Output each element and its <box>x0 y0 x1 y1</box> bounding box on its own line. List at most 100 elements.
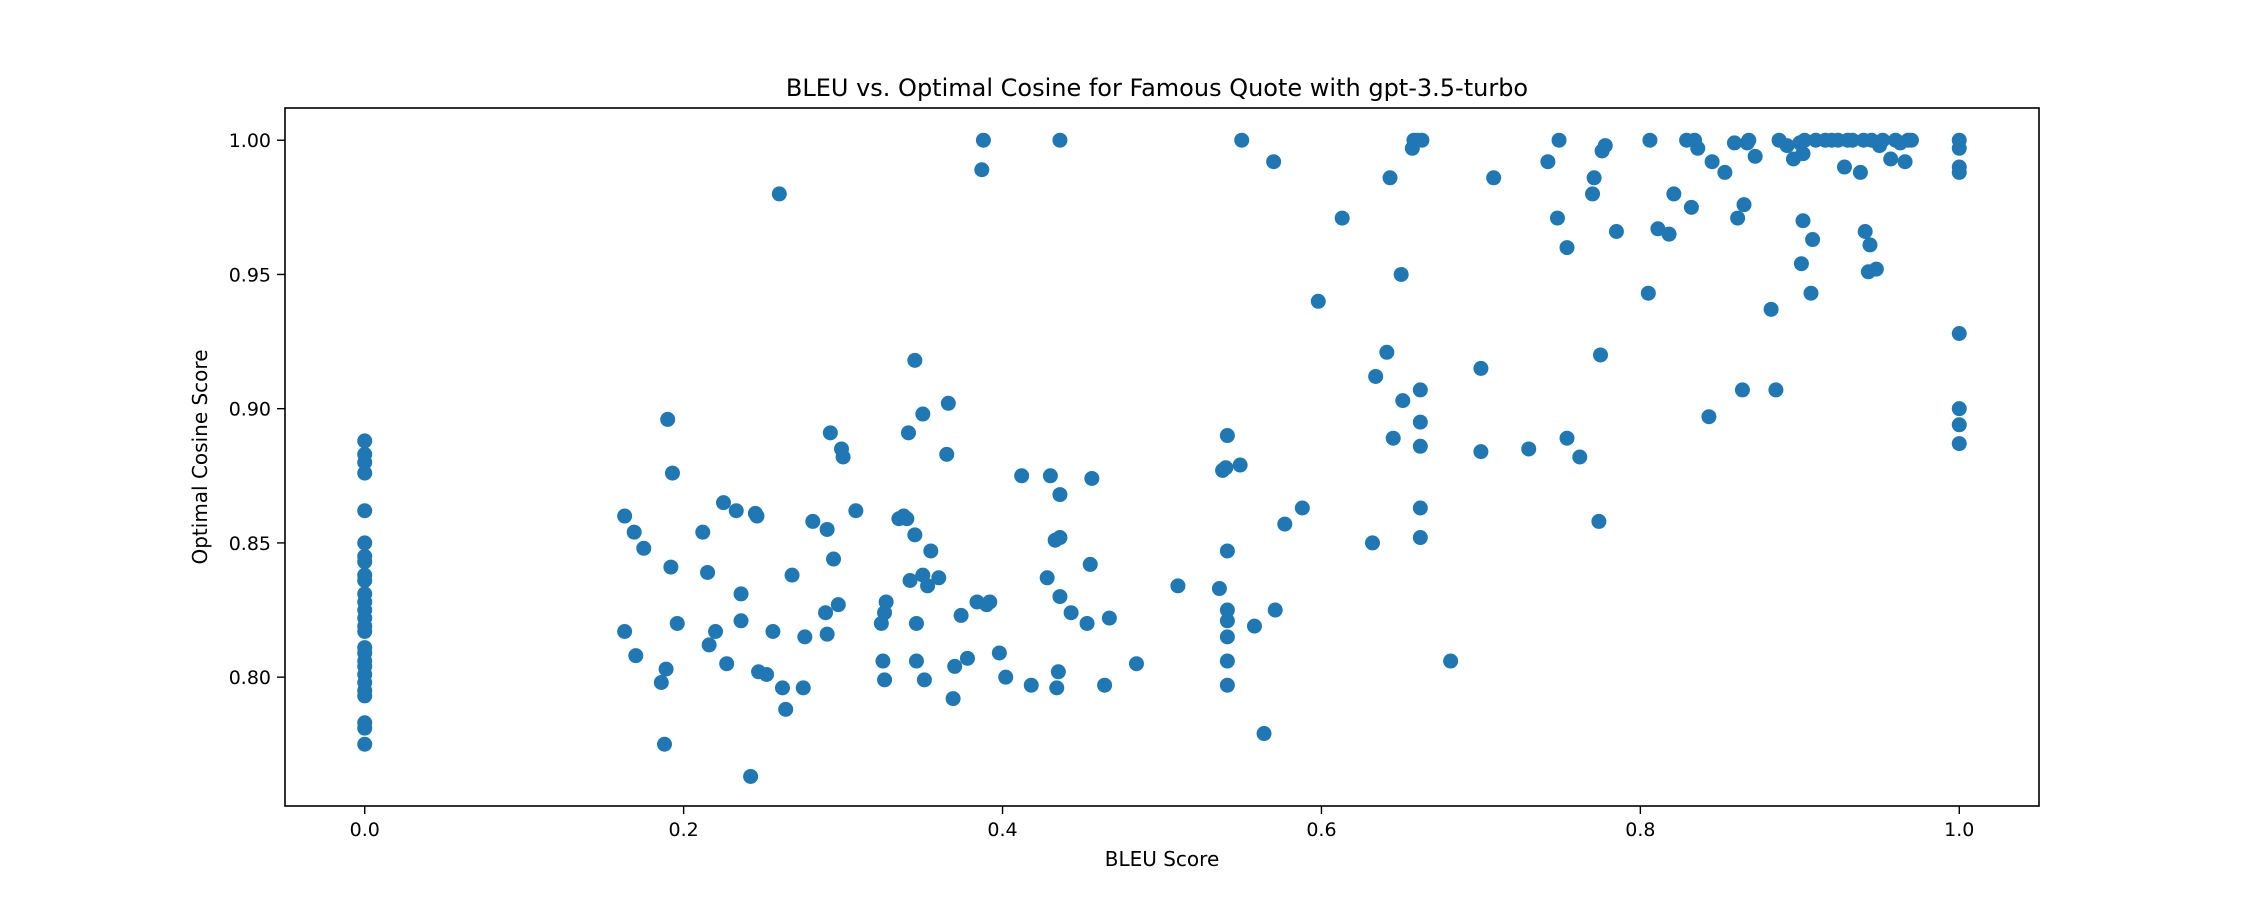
data-point <box>1793 256 1809 272</box>
x-tick-label: 0.8 <box>1625 819 1655 841</box>
data-point <box>939 446 955 462</box>
data-point <box>1101 610 1117 626</box>
x-tick-label: 1.0 <box>1944 819 1974 841</box>
data-point <box>1868 261 1884 277</box>
data-point <box>1608 223 1624 239</box>
data-point <box>708 624 724 639</box>
data-point <box>719 656 735 672</box>
data-point <box>1219 602 1235 618</box>
data-point <box>728 503 744 519</box>
y-axis-ticks: 0.80 0.85 0.90 0.95 1.00 <box>229 130 285 689</box>
data-point <box>899 511 915 527</box>
data-point <box>1903 132 1919 148</box>
data-point <box>357 465 373 481</box>
data-point <box>1951 401 1967 417</box>
data-point <box>1551 132 1567 148</box>
data-point <box>875 653 891 669</box>
data-point <box>778 701 794 717</box>
data-point <box>759 666 775 682</box>
data-point <box>1640 285 1656 301</box>
data-point <box>1795 213 1811 229</box>
data-point <box>1585 186 1601 202</box>
data-point <box>1084 470 1100 486</box>
data-point <box>1412 414 1428 430</box>
data-point <box>1852 164 1868 180</box>
data-point <box>1726 135 1742 151</box>
data-point <box>1572 449 1588 465</box>
data-point <box>1559 430 1575 446</box>
data-point <box>795 680 811 696</box>
data-point <box>1844 132 1860 148</box>
data-point <box>974 162 990 178</box>
data-point <box>877 672 893 688</box>
data-point <box>920 578 936 594</box>
data-point <box>1836 159 1852 175</box>
data-point <box>1683 199 1699 215</box>
data-point <box>1042 468 1058 484</box>
plot-frame <box>284 107 2040 807</box>
data-point <box>1219 428 1235 444</box>
data-point <box>1412 500 1428 516</box>
data-point <box>1219 613 1235 629</box>
data-point <box>1246 618 1262 634</box>
data-point <box>1795 146 1811 162</box>
data-point <box>1650 221 1666 237</box>
data-point <box>959 650 975 666</box>
data-point <box>826 551 842 567</box>
data-point <box>1395 393 1411 409</box>
data-point <box>1875 132 1891 148</box>
y-axis-label: Optimal Cosine Score <box>188 349 212 564</box>
y-tick-label: 0.95 <box>229 264 271 286</box>
data-point <box>931 570 947 586</box>
data-point <box>1803 285 1819 301</box>
data-point <box>357 503 373 519</box>
data-point <box>1951 326 1967 342</box>
data-point <box>1717 164 1733 180</box>
data-point <box>1049 680 1065 696</box>
data-point <box>357 640 373 656</box>
data-point <box>1701 409 1717 425</box>
data-point <box>357 433 373 449</box>
data-point <box>1642 132 1658 148</box>
data-point <box>1690 140 1706 156</box>
data-point <box>626 524 642 540</box>
data-point <box>1730 210 1746 226</box>
data-point <box>1219 629 1235 645</box>
data-point <box>1050 664 1066 680</box>
data-point <box>1267 602 1283 618</box>
data-point <box>1412 382 1428 398</box>
data-point <box>1666 186 1682 202</box>
data-point <box>1736 197 1752 213</box>
data-point <box>664 465 680 481</box>
data-point <box>733 586 749 602</box>
data-point <box>923 543 939 559</box>
data-point <box>1586 170 1602 186</box>
data-point <box>1014 468 1030 484</box>
data-point <box>1170 578 1186 594</box>
data-point <box>1857 223 1873 239</box>
data-point <box>1443 653 1459 669</box>
data-point <box>1704 154 1720 170</box>
data-point <box>1805 232 1821 248</box>
data-point <box>900 425 916 441</box>
chart-title: BLEU vs. Optimal Cosine for Famous Quote… <box>786 74 1528 102</box>
data-point <box>1951 159 1967 175</box>
data-point <box>908 653 924 669</box>
data-point <box>1897 154 1913 170</box>
data-point <box>1549 210 1565 226</box>
data-point <box>1097 677 1113 693</box>
data-point <box>945 691 961 707</box>
data-point <box>1591 513 1607 529</box>
x-axis-label: BLEU Score <box>1105 847 1220 871</box>
data-point <box>1797 132 1813 148</box>
data-point <box>357 548 373 564</box>
data-point <box>1232 457 1248 473</box>
data-point <box>1763 301 1779 317</box>
data-point <box>636 540 652 556</box>
data-point <box>819 626 835 642</box>
data-point <box>1779 138 1795 154</box>
data-point <box>1063 605 1079 621</box>
data-point <box>1473 360 1489 376</box>
data-point <box>1883 151 1899 167</box>
x-tick-label: 0.6 <box>1306 819 1336 841</box>
